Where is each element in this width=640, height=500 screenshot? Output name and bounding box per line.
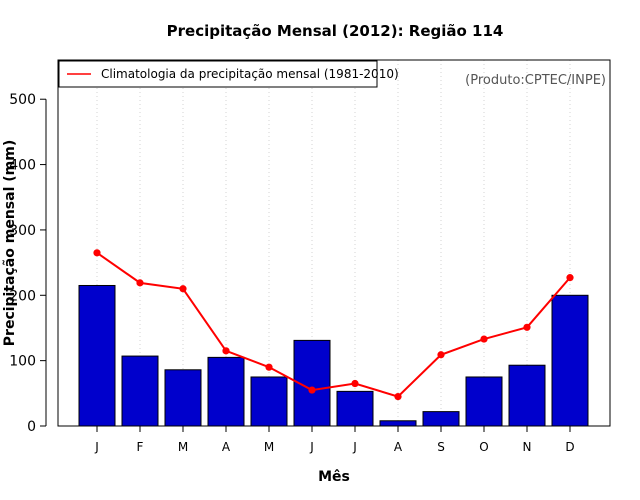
climatology-point <box>179 285 187 293</box>
x-tick-label: A <box>394 440 403 454</box>
y-tick-label: 200 <box>9 288 36 304</box>
climatology-point <box>136 279 144 287</box>
climatology-point <box>394 392 402 401</box>
bar-series <box>78 284 589 427</box>
legend-box <box>58 60 378 88</box>
bar <box>551 294 589 427</box>
climatology-point <box>351 379 359 388</box>
climatology-point <box>523 323 531 331</box>
climatology-point <box>265 363 273 371</box>
climatology-point <box>480 335 488 343</box>
bar <box>508 364 546 427</box>
x-tick-label: J <box>352 440 357 454</box>
x-tick-label: S <box>437 440 445 454</box>
climatology-point <box>222 347 230 355</box>
x-axis-label: Mês <box>318 469 350 485</box>
bar <box>379 420 417 427</box>
bar <box>336 390 374 427</box>
climatology-series <box>93 249 574 401</box>
x-tick-label: A <box>222 440 231 454</box>
climatology-line <box>96 251 571 398</box>
y-tick-label: 0 <box>27 419 36 435</box>
y-tick-label: 500 <box>9 92 36 108</box>
bar <box>465 376 503 427</box>
y-tick-label: 100 <box>9 354 36 370</box>
plot-frame <box>57 59 611 427</box>
y-tick-label: 300 <box>9 223 36 239</box>
climatology-point <box>308 386 316 394</box>
x-tick-label: D <box>565 440 574 454</box>
y-axis: 0 100 200 300 400 500 <box>9 92 47 435</box>
credit-text: (Produto:CPTEC/INPE) <box>465 73 606 88</box>
x-tick-label: N <box>523 440 532 454</box>
bar <box>121 355 159 427</box>
x-tick-label: O <box>479 440 488 454</box>
x-tick-label: J <box>309 440 314 454</box>
bar <box>422 411 460 427</box>
bar <box>78 284 116 427</box>
x-tick-label: M <box>178 440 188 454</box>
climatology-point <box>93 249 101 257</box>
legend-label: Climatologia da precipitação mensal (198… <box>101 67 399 81</box>
y-tick-label: 400 <box>9 158 36 174</box>
x-tick-label: J <box>94 440 99 454</box>
climatology-point <box>437 351 445 359</box>
bar <box>250 376 288 427</box>
x-tick-label: M <box>264 440 274 454</box>
bar <box>207 356 245 427</box>
bar <box>164 369 202 427</box>
chart-title: Precipitação Mensal (2012): Região 114 <box>167 22 504 40</box>
y-axis-label: Precipitação mensal (mm) <box>2 140 18 346</box>
x-tick-label: F <box>137 440 144 454</box>
legend: Climatologia da precipitação mensal (198… <box>58 60 399 88</box>
climatology-point <box>566 274 574 282</box>
